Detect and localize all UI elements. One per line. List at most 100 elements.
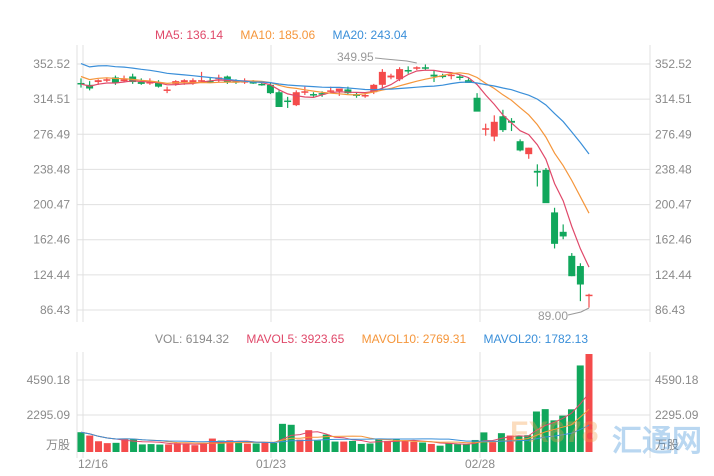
candle-body <box>525 147 533 155</box>
volume-bar <box>252 443 260 452</box>
volume-bar <box>147 444 155 452</box>
mavol5-line <box>80 392 590 445</box>
candle-body <box>327 90 335 92</box>
candle-body <box>439 75 447 78</box>
volume-bar <box>182 443 190 452</box>
volume-bar <box>217 440 225 452</box>
volume-bar <box>95 441 103 452</box>
ma20-line <box>80 63 590 155</box>
volume-bar <box>497 433 505 452</box>
candle-body <box>292 92 300 106</box>
x-axis-label: 12/16 <box>78 457 108 471</box>
max-price-leader <box>374 57 417 64</box>
volume-bar <box>296 439 304 452</box>
candle-body <box>508 120 516 123</box>
candle-body <box>77 82 85 85</box>
candle-body <box>309 94 317 96</box>
candle-body <box>206 81 214 83</box>
price-axis-label-left: 352.52 <box>33 57 70 71</box>
price-axis-label-left: 238.48 <box>33 162 70 176</box>
candle-body <box>111 77 119 83</box>
volume-bar <box>532 411 540 452</box>
price-axis-label-right: 238.48 <box>655 162 692 176</box>
volume-bar <box>524 435 532 452</box>
volume-bar <box>436 445 444 452</box>
volume-bar <box>270 442 278 452</box>
candle-body <box>568 255 576 277</box>
min-price-label: 89.00 <box>538 309 568 323</box>
volume-bar <box>515 435 523 452</box>
volume-bar <box>226 440 234 452</box>
volume-bar <box>331 441 339 452</box>
volume-bar <box>305 430 313 452</box>
mavol20-legend: MAVOL20: 1782.13 <box>483 332 589 346</box>
ma20-legend: MA20: 243.04 <box>332 28 408 42</box>
volume-bar <box>243 443 251 452</box>
price-axis-label-right: 86.43 <box>655 303 685 317</box>
candle-body <box>396 69 404 80</box>
candle-body <box>533 170 541 173</box>
candle-body <box>361 94 369 97</box>
volume-bar <box>357 443 365 452</box>
price-axis-label-right: 162.46 <box>655 233 692 247</box>
volume-unit-label-right: 万股 <box>655 438 679 452</box>
candle-body <box>301 91 309 93</box>
volume-bar <box>489 442 497 452</box>
volume-bar <box>313 440 321 452</box>
mavol20-line <box>80 424 590 444</box>
volume-bar <box>77 432 85 452</box>
candle-body <box>137 82 145 84</box>
candle-body <box>370 84 378 93</box>
price-axis-label-right: 352.52 <box>655 57 692 71</box>
candle-body <box>163 89 171 91</box>
volume-bar <box>471 439 479 452</box>
price-axis-label-right: 200.47 <box>655 198 692 212</box>
candle-body <box>344 89 352 94</box>
candle-body <box>421 67 429 69</box>
candle-body <box>430 74 438 77</box>
ma10-line <box>80 72 590 214</box>
volume-bar <box>165 444 173 452</box>
volume-bar <box>130 439 138 452</box>
max-price-label: 349.95 <box>337 50 374 64</box>
price-axis-label-left: 162.46 <box>33 233 70 247</box>
candle-body <box>551 212 559 244</box>
mavol10-legend: MAVOL10: 2769.31 <box>361 332 467 346</box>
volume-axis-label-right: 4590.18 <box>655 373 699 387</box>
ma10-legend: MA10: 185.06 <box>240 28 316 42</box>
price-axis-label-right: 124.44 <box>655 268 692 282</box>
candle-body <box>189 80 197 83</box>
candle-body <box>456 76 464 78</box>
price-legend: MA5: 136.14 MA10: 185.06 MA20: 243.04 <box>155 28 421 42</box>
volume-bar <box>366 443 374 452</box>
volume-bar <box>506 435 514 452</box>
price-axis-label-right: 314.51 <box>655 92 692 106</box>
ma5-legend: MA5: 136.14 <box>155 28 224 42</box>
candle-body <box>490 121 498 137</box>
candle-body <box>516 141 524 151</box>
volume-bar <box>445 443 453 452</box>
candle-body <box>404 70 412 72</box>
volume-bar <box>401 440 409 452</box>
volume-bar <box>278 423 286 452</box>
x-axis-label: 02/28 <box>465 457 495 471</box>
candle-body <box>258 83 266 86</box>
price-axis-label-right: 276.49 <box>655 127 692 141</box>
x-axis-label: 01/23 <box>256 457 286 471</box>
volume-axis-label-right: 2295.09 <box>655 408 699 422</box>
candle-body <box>473 97 481 112</box>
candle-body <box>387 75 395 78</box>
volume-bar <box>340 441 348 452</box>
candle-body <box>499 116 507 131</box>
candle-body <box>585 294 593 297</box>
candle-body <box>103 79 111 81</box>
candle-body <box>198 80 206 82</box>
candle-body <box>447 74 455 77</box>
volume-bar <box>419 442 427 452</box>
candle-body <box>180 80 188 83</box>
min-price-leader <box>567 307 590 316</box>
candle-body <box>482 128 490 130</box>
volume-bar <box>559 415 567 452</box>
